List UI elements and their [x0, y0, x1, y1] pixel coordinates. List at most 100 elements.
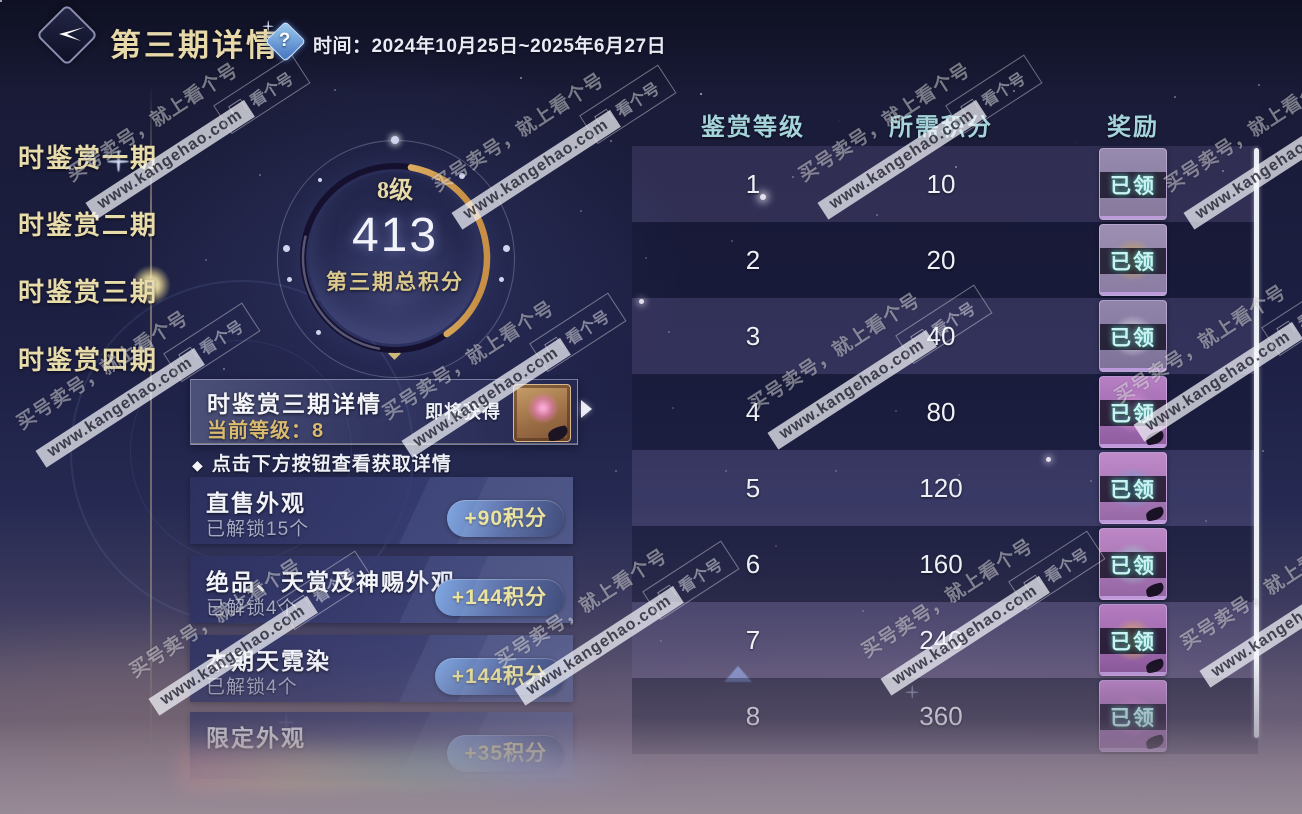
starfield [0, 0, 2, 2]
reward-bottom-strip [1100, 672, 1166, 675]
upcoming-label: 即将获得 [425, 402, 501, 422]
ring-dot [316, 330, 321, 335]
category-direct-sale[interactable]: 直售外观 已解锁15个 +90积分 [190, 477, 573, 544]
upcoming-item-icon [513, 384, 571, 442]
phase-current-level: 当前等级：8 [207, 420, 325, 442]
category-limited[interactable]: 限定外观 +35积分 [190, 712, 573, 779]
bright-star [1046, 457, 1051, 462]
ring-dot [283, 245, 290, 252]
category-points-badge: +90积分 [447, 500, 564, 537]
table-row: 8 360 已领 [632, 678, 1258, 754]
table-row: 1 10 已领 [632, 146, 1258, 222]
score-level: 8级 [377, 178, 413, 204]
time-value: 2024年10月25日~2025年6月27日 [371, 36, 667, 57]
time-label: 时间： [313, 36, 372, 57]
reward-item-button[interactable]: 已领 [1099, 604, 1167, 676]
reward-item-button[interactable]: 已领 [1099, 224, 1167, 296]
ring-dot [499, 277, 504, 282]
category-unlocked: 已解锁15个 [206, 519, 310, 540]
claimed-band: 已领 [1100, 704, 1166, 730]
points-cell: 120 [919, 472, 963, 503]
ring-dot [318, 178, 322, 182]
points-cell: 20 [926, 244, 956, 275]
claimed-label: 已领 [1110, 631, 1156, 654]
score-value: 413 [351, 209, 439, 262]
level-cell: 2 [745, 244, 761, 275]
bright-star [639, 299, 644, 304]
category-title: 直售外观 [206, 490, 306, 516]
level-cell: 3 [745, 320, 761, 351]
claimed-label: 已领 [1110, 707, 1156, 730]
reward-bottom-strip [1100, 520, 1166, 523]
claimed-label: 已领 [1110, 327, 1156, 350]
reward-item-button[interactable]: 已领 [1099, 376, 1167, 448]
table-row: 6 160 已领 [632, 526, 1258, 602]
chevron-right-icon[interactable] [581, 400, 592, 418]
level-cell: 5 [745, 472, 761, 503]
reward-bottom-strip [1100, 748, 1166, 751]
sidebar-item-phase3[interactable]: 时鉴赏三期 [18, 278, 159, 307]
reward-bottom-strip [1100, 596, 1166, 599]
claimed-label: 已领 [1110, 403, 1156, 426]
reward-item-button[interactable]: 已领 [1099, 528, 1167, 600]
diamond-bullet-icon: ◆ [192, 457, 204, 473]
reward-item-button[interactable]: 已领 [1099, 680, 1167, 752]
top-vignette [0, 0, 1302, 90]
event-time: 时间：2024年10月25日~2025年6月27日 [313, 31, 666, 58]
claimed-label: 已领 [1110, 555, 1156, 578]
category-points-badge: +35积分 [447, 735, 564, 772]
category-points-badge: +144积分 [434, 658, 564, 695]
scrollbar-thumb[interactable] [1254, 148, 1259, 738]
claimed-band: 已领 [1100, 324, 1166, 350]
column-reward: 奖励 [1107, 113, 1159, 141]
reward-item-button[interactable]: 已领 [1099, 300, 1167, 372]
points-cell: 80 [926, 396, 956, 427]
sidebar-item-phase1[interactable]: 时鉴赏一期 [18, 144, 159, 173]
reward-item-button[interactable]: 已领 [1099, 148, 1167, 220]
category-unlocked: 已解锁4个 [206, 677, 298, 698]
reward-item-button[interactable]: 已领 [1099, 452, 1167, 524]
claimed-label: 已领 [1110, 479, 1156, 502]
reward-bottom-strip [1100, 368, 1166, 371]
level-cell: 1 [745, 168, 761, 199]
level-cell: 7 [745, 624, 761, 655]
ring-dot [391, 136, 399, 144]
points-cell: 40 [926, 320, 956, 351]
category-title: 本期天霓染 [206, 648, 331, 674]
claimed-band: 已领 [1100, 172, 1166, 198]
category-premium[interactable]: 绝品、天赏及神赐外观 已解锁4个 +144积分 [190, 556, 573, 623]
level-cell: 8 [745, 700, 761, 731]
sidebar-divider [150, 84, 152, 766]
category-dye[interactable]: 本期天霓染 已解锁4个 +144积分 [190, 635, 573, 702]
sidebar-item-phase4[interactable]: 时鉴赏四期 [18, 346, 159, 375]
table-row: 3 40 已领 [632, 298, 1258, 374]
reward-bottom-strip [1100, 444, 1166, 447]
wing-glyph-icon [546, 425, 570, 441]
bright-star [760, 194, 766, 200]
back-arrow-icon [59, 27, 85, 41]
claimed-band: 已领 [1100, 248, 1166, 274]
claimed-label: 已领 [1110, 175, 1156, 198]
claimed-band: 已领 [1100, 552, 1166, 578]
points-cell: 10 [926, 168, 956, 199]
category-points-badge: +144积分 [434, 579, 564, 616]
ring-dot [503, 245, 510, 252]
table-row: 4 80 已领 [632, 374, 1258, 450]
points-cell: 360 [919, 700, 963, 731]
column-level: 鉴赏等级 [701, 113, 805, 141]
phase-card-title: 时鉴赏三期详情 [207, 391, 382, 417]
column-points: 所需积分 [889, 113, 993, 141]
reward-bottom-strip [1100, 216, 1166, 219]
item-sparkle [526, 393, 560, 423]
table-row: 5 120 已领 [632, 450, 1258, 526]
claimed-band: 已领 [1100, 628, 1166, 654]
table-row: 2 20 已领 [632, 222, 1258, 298]
score-caption: 第三期总积分 [326, 270, 464, 294]
tip-text: ◆ 点击下方按钮查看获取详情 [192, 454, 452, 475]
category-title: 绝品、天赏及神赐外观 [206, 569, 456, 595]
level-cell: 4 [745, 396, 761, 427]
sidebar-item-phase2[interactable]: 时鉴赏二期 [18, 211, 159, 240]
phase-detail-card[interactable]: 时鉴赏三期详情 当前等级：8 即将获得 [190, 379, 578, 445]
claimed-label: 已领 [1110, 251, 1156, 274]
level-cell: 6 [745, 548, 761, 579]
